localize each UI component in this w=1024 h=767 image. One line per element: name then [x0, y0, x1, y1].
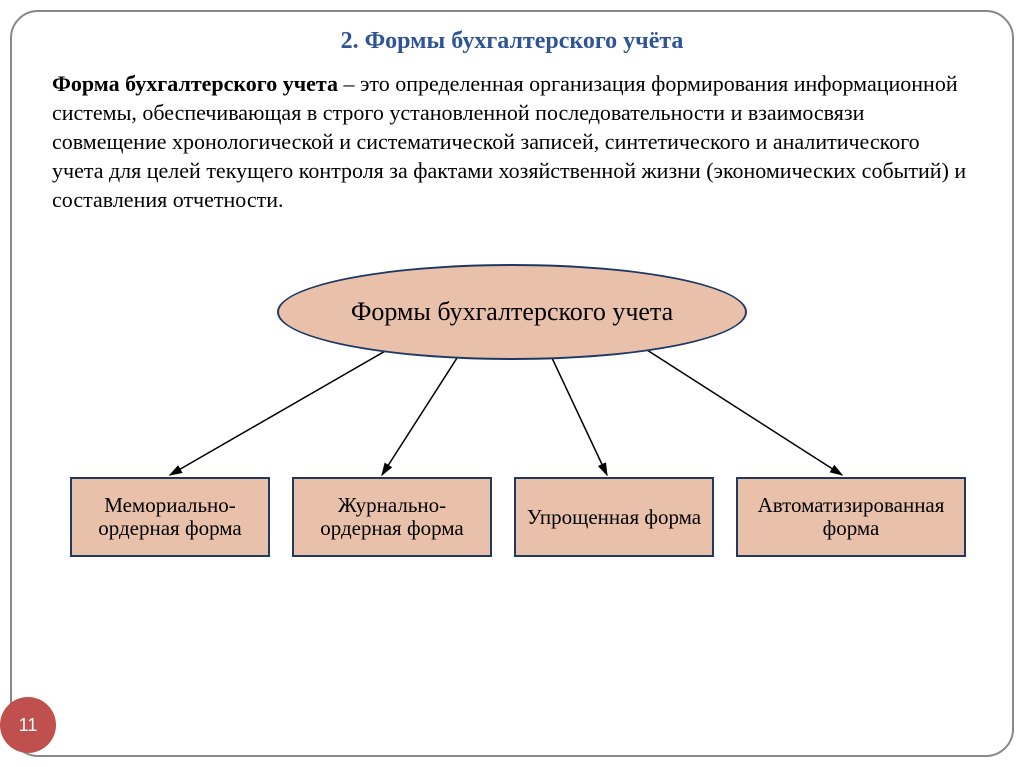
diagram-leaf-node: Журнально-ордерная форма [292, 477, 492, 557]
diagram-leaf-node: Мемориально-ордерная форма [70, 477, 270, 557]
diagram-leaf-node: Упрощенная форма [514, 477, 714, 557]
definition-term: Форма бухгалтерского учета [52, 71, 338, 96]
page-number-badge: 11 [0, 697, 56, 753]
forms-diagram: Формы бухгалтерского учета Мемориально-о… [52, 232, 972, 582]
definition-paragraph: Форма бухгалтерского учета – это определ… [52, 69, 972, 214]
diagram-arrow [647, 350, 842, 475]
diagram-arrow [382, 358, 457, 475]
diagram-leaf-node: Автоматизированная форма [736, 477, 966, 557]
diagram-arrow [552, 358, 607, 475]
diagram-arrow [170, 350, 387, 475]
diagram-root-node: Формы бухгалтерского учета [277, 264, 747, 360]
slide-title: 2. Формы бухгалтерского учёта [52, 28, 972, 55]
slide-frame: 2. Формы бухгалтерского учёта Форма бухг… [10, 10, 1014, 757]
